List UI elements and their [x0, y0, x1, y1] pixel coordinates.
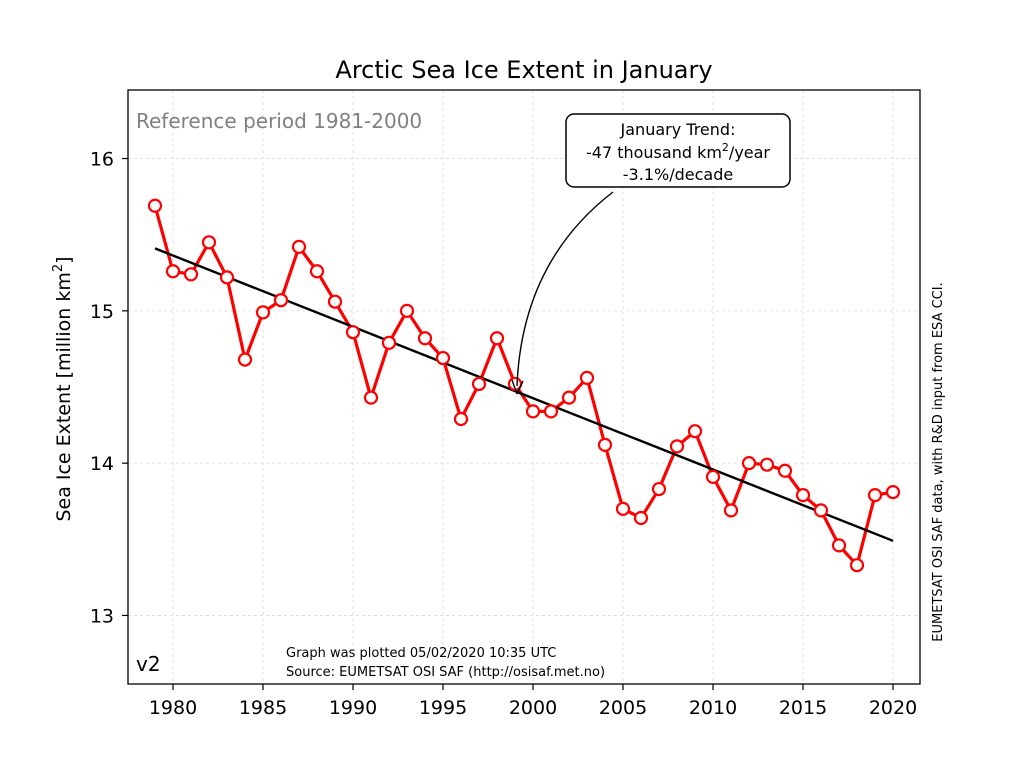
y-axis-label-sup: 2 — [51, 264, 66, 272]
data-point — [363, 390, 379, 405]
data-point — [435, 350, 451, 366]
data-point — [867, 488, 883, 503]
x-tick-label: 1990 — [329, 697, 377, 719]
data-point — [633, 510, 649, 526]
data-point — [831, 538, 847, 553]
y-axis-label-tail: ] — [53, 256, 75, 263]
data-point — [327, 294, 343, 309]
data-point — [741, 456, 757, 471]
trend-annotation-line2-main: -47 thousand km — [586, 143, 722, 162]
data-point — [489, 331, 505, 346]
trend-annotation-line2: -47 thousand km2/year — [586, 141, 770, 162]
data-point — [291, 239, 307, 254]
data-point — [237, 352, 253, 367]
data-point — [777, 463, 793, 478]
data-point — [417, 331, 433, 346]
y-axis-label-main: Sea Ice Extent [million km — [53, 272, 75, 521]
side-credit: EUMETSAT OSI SAF data, with R&D input fr… — [931, 282, 946, 641]
data-point — [183, 267, 199, 282]
data-point — [687, 424, 703, 439]
trend-annotation-arrowhead — [511, 379, 524, 395]
axis-ticks: 1980 1985 1990 1995 2000 2005 2010 2015 2020 13 14… — [90, 149, 917, 719]
data-point — [885, 484, 901, 500]
data-point — [597, 437, 613, 452]
x-tick-label: 2020 — [869, 697, 917, 719]
data-point — [543, 404, 559, 419]
x-tick-label: 1985 — [239, 697, 287, 719]
source-credit: Source: EUMETSAT OSI SAF (http://osisaf.… — [286, 665, 605, 680]
plot-frame — [127, 89, 921, 685]
data-point — [255, 305, 271, 320]
data-point — [723, 503, 739, 518]
x-tick-label: 2010 — [689, 697, 737, 719]
data-point — [219, 270, 235, 285]
data-point — [705, 469, 721, 484]
trend-annotation-line3: -3.1%/decade — [623, 165, 733, 184]
data-point — [579, 370, 595, 385]
trend-annotation-arrow — [516, 191, 614, 387]
data-point — [399, 303, 415, 318]
x-tick-label: 2005 — [599, 697, 647, 719]
trend-annotation-line2-tail: /year — [729, 143, 771, 162]
data-point — [471, 376, 487, 392]
plotted-timestamp: Graph was plotted 05/02/2020 10:35 UTC — [286, 646, 556, 661]
x-tick-label: 2000 — [509, 697, 557, 719]
data-point — [561, 390, 577, 405]
data-point — [813, 503, 829, 518]
data-point — [759, 457, 775, 472]
data-point — [165, 264, 181, 279]
x-tick-label: 2015 — [779, 697, 827, 719]
data-point — [849, 558, 865, 573]
data-point — [309, 264, 325, 279]
data-point — [669, 439, 685, 454]
version-label: v2 — [136, 652, 161, 676]
data-point — [345, 325, 361, 340]
trend-annotation-line1: January Trend: — [620, 120, 736, 139]
x-tick-label: 1995 — [419, 697, 467, 719]
data-point — [147, 198, 163, 213]
reference-period-label: Reference period 1981-2000 — [136, 109, 422, 133]
trend-annotation-line2-sup: 2 — [722, 141, 729, 154]
data-point — [453, 411, 469, 427]
data-point — [273, 293, 289, 308]
y-tick-label: 14 — [90, 453, 114, 475]
grid — [128, 90, 920, 684]
data-point — [381, 335, 397, 350]
chart-title: Arctic Sea Ice Extent in January — [335, 56, 712, 84]
y-axis-label: Sea Ice Extent [million km2] — [51, 256, 75, 521]
data-point — [795, 488, 811, 503]
data-point — [651, 481, 667, 497]
trend-annotation-box — [565, 113, 791, 188]
y-tick-label: 15 — [90, 301, 114, 323]
data-point — [615, 501, 631, 516]
data-point — [201, 235, 217, 250]
x-tick-label: 1980 — [149, 697, 197, 719]
y-tick-label: 16 — [90, 149, 114, 171]
plot-marks — [147, 198, 901, 573]
data-point — [525, 404, 541, 419]
y-tick-label: 13 — [90, 605, 114, 627]
